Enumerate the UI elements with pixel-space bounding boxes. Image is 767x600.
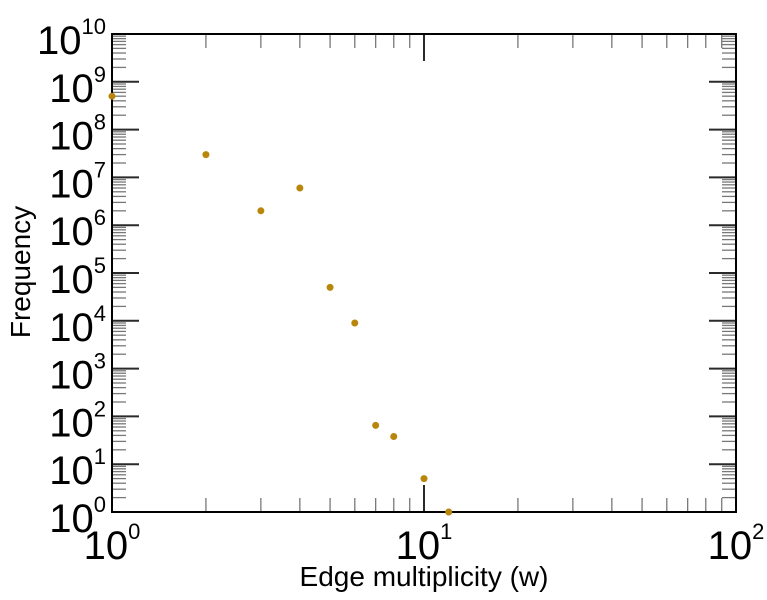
y-tick-label: 107	[49, 157, 106, 206]
y-tick-label: 109	[49, 62, 106, 111]
plot-frame	[111, 33, 737, 513]
data-point	[202, 151, 210, 159]
data-point	[296, 184, 304, 192]
y-tick-label: 106	[49, 205, 106, 254]
x-tick-label: 100	[84, 519, 141, 568]
y-tick-label: 105	[49, 253, 106, 302]
y-tick-label: 101	[49, 444, 106, 493]
data-point	[108, 92, 116, 100]
y-tick-label: 102	[49, 396, 106, 445]
data-point	[326, 283, 334, 291]
y-tick-label: 104	[49, 301, 106, 350]
y-axis-title: Frequency	[5, 205, 36, 339]
x-tick-label: 101	[396, 519, 453, 568]
data-point	[445, 508, 453, 516]
y-tick-label: 108	[49, 110, 106, 159]
data-point	[420, 475, 428, 483]
y-tick-label: 100	[49, 492, 106, 541]
x-tick-label: 102	[708, 519, 765, 568]
data-point	[351, 319, 359, 327]
y-tick-label: 103	[49, 349, 106, 398]
data-point	[257, 207, 265, 215]
x-axis-title: Edge multiplicity (w)	[299, 561, 549, 592]
y-tick-label: 1010	[37, 14, 106, 63]
data-point	[390, 432, 398, 440]
data-point	[372, 421, 380, 429]
